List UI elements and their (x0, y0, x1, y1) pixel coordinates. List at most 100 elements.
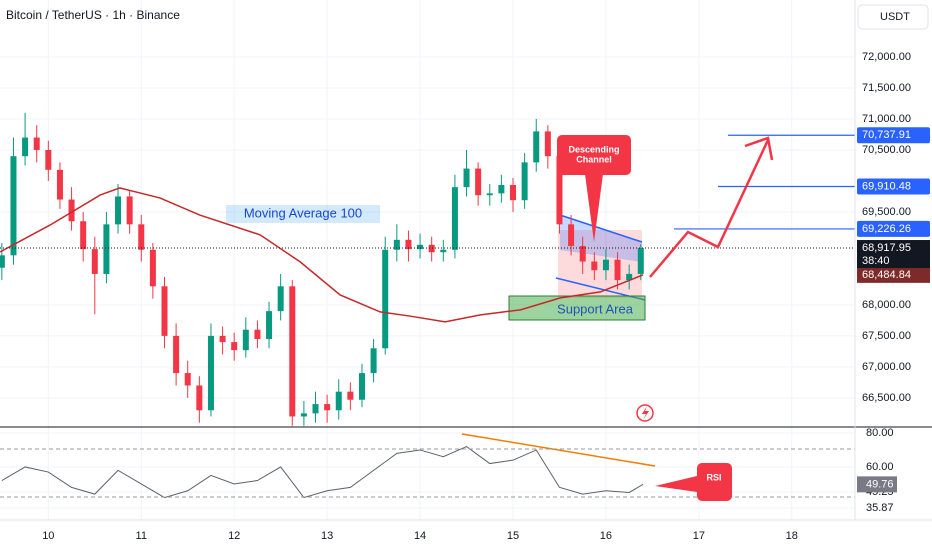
candle-body (521, 162, 528, 201)
callout-box (557, 135, 631, 175)
y-tick-label: 35.87 (866, 502, 894, 514)
rsi-value-box (857, 476, 897, 493)
candle-body (254, 329, 261, 339)
candle-body (91, 249, 98, 274)
x-tick-label: 11 (136, 530, 147, 542)
x-tick-label: 15 (507, 530, 519, 542)
ma-value-box (857, 266, 930, 283)
candle-body (56, 169, 63, 200)
y-tick-label: 72,000.00 (862, 51, 911, 63)
level-label: 69,910.48 (862, 180, 911, 192)
callout-text: Descending (568, 144, 619, 154)
y-tick-label: 66,500.00 (862, 392, 911, 404)
candle-body (10, 156, 17, 256)
candle-body (33, 137, 40, 150)
support-box (508, 295, 646, 321)
y-tick-label: 67,500.00 (862, 330, 911, 342)
ma-value-label: 68,484.84 (862, 269, 911, 281)
level-label: 70,737.91 (862, 129, 911, 141)
axis-labels-layer: 10 11 12 13 14 15 16 17 18 72,000.00 71,500.00 71,0… (42, 51, 930, 542)
last-price-label: 68,917.95 (862, 242, 911, 254)
x-tick-label: 14 (414, 530, 426, 542)
candle-body (68, 199, 75, 222)
y-tick-label: 60.00 (866, 461, 894, 473)
candle-body (626, 273, 633, 281)
y-tick-label: 68,000.00 (862, 299, 911, 311)
rsi-value-label: 49.76 (866, 478, 894, 490)
candle-body (219, 335, 226, 343)
arrow-head (744, 136, 774, 161)
channel-upper (559, 214, 643, 243)
x-tick-label: 17 (693, 530, 705, 542)
candle-body (498, 184, 505, 194)
x-tick-label: 12 (228, 530, 240, 542)
candle-body (103, 224, 110, 274)
candle-body (568, 224, 575, 247)
x-tick-label: 10 (42, 530, 54, 542)
candle-body (510, 184, 516, 201)
candle-body (115, 196, 122, 225)
candle-body (207, 335, 214, 411)
candle-body (335, 391, 342, 411)
x-tick-label: 16 (600, 530, 612, 542)
ma-label: Moving Average 100 (244, 205, 362, 220)
callout-text: Channel (576, 154, 612, 164)
candle-body (0, 255, 5, 268)
last-price-box (857, 240, 930, 269)
y-tick-label: 80.00 (866, 427, 894, 439)
alert-bolt (642, 406, 649, 420)
candle-body (579, 246, 586, 262)
x-tick-label: 18 (786, 530, 798, 542)
y-tick-label: 67,000.00 (862, 361, 911, 373)
countdown: 38:40 (862, 255, 890, 267)
candle-body (231, 342, 238, 351)
projection-arrow (649, 139, 770, 278)
candle-body (370, 348, 377, 374)
candle-body (358, 373, 365, 400)
candle-body (300, 413, 307, 417)
candle-body (475, 168, 482, 196)
candle-body (614, 259, 621, 281)
candle-body (463, 168, 470, 188)
rsi-callout-pointer (655, 476, 697, 492)
candle-body (45, 149, 52, 170)
candle-body (405, 239, 412, 250)
candle-body (22, 137, 29, 157)
candle-body (486, 193, 493, 196)
candle-body (544, 131, 551, 157)
level-box (857, 127, 930, 144)
candle-body (602, 259, 609, 271)
symbol-title: Bitcoin / TetherUS · 1h · Binance (6, 8, 180, 22)
candle-body (277, 286, 284, 312)
candle-body (637, 248, 644, 274)
currency-button[interactable] (857, 4, 929, 30)
candle-body (126, 196, 133, 225)
rsi-callout-box (697, 463, 732, 501)
candle-body (266, 311, 273, 339)
candle-body (149, 249, 156, 287)
candle-body (196, 385, 203, 411)
currency-label: USDT (880, 11, 910, 23)
candle-body (184, 373, 191, 386)
alert-icon[interactable] (636, 404, 654, 422)
candle-body (556, 156, 563, 225)
candle-body (533, 131, 540, 163)
candle-body (428, 244, 435, 253)
candle-body (451, 187, 458, 250)
rsi-line (1, 445, 644, 499)
candle-body (242, 329, 249, 351)
candle-body (417, 244, 424, 250)
candle-body (324, 404, 331, 411)
candle-body (289, 286, 296, 417)
candle-body (393, 239, 400, 250)
rsi-callout-text: RSI (706, 472, 721, 482)
y-tick-label: 71,000.00 (862, 113, 911, 125)
level-label: 69,226.26 (862, 223, 911, 235)
candle-body (138, 224, 145, 250)
candle-body (382, 249, 389, 349)
moving-average (0, 187, 644, 323)
candle-body (347, 391, 354, 400)
callout-pointer (585, 174, 603, 242)
candle-body (80, 221, 87, 250)
ma-label-bg (226, 205, 380, 223)
